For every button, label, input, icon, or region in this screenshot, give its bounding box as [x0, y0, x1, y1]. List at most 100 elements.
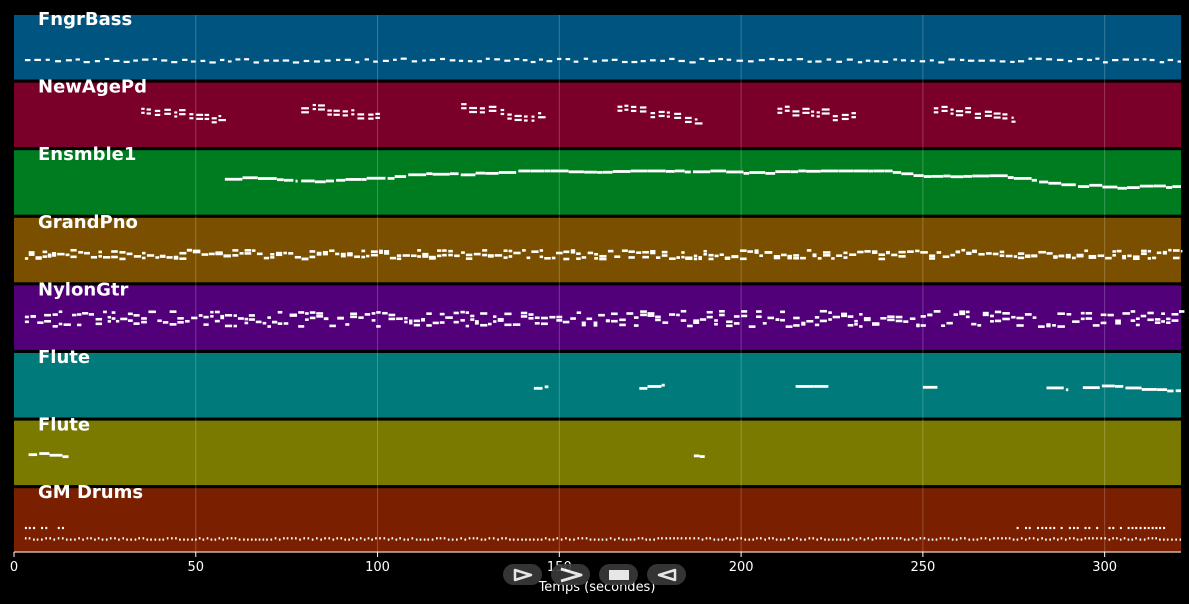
note — [972, 538, 975, 541]
note — [368, 117, 374, 120]
note — [754, 249, 759, 252]
note — [681, 255, 685, 259]
note — [388, 313, 396, 317]
note — [984, 537, 987, 540]
note — [282, 59, 290, 62]
note — [387, 538, 390, 541]
note — [177, 321, 184, 324]
note — [631, 60, 638, 64]
note — [859, 313, 863, 316]
note — [941, 324, 946, 328]
note — [601, 59, 608, 62]
note — [65, 59, 72, 62]
note — [847, 323, 854, 327]
note — [1065, 253, 1071, 257]
note — [361, 255, 366, 259]
note — [107, 315, 111, 319]
note — [699, 57, 705, 61]
note — [111, 311, 116, 314]
note — [1155, 537, 1157, 540]
note — [42, 255, 48, 258]
note — [780, 318, 785, 322]
note — [1024, 313, 1032, 316]
note — [777, 107, 783, 110]
note — [748, 325, 756, 328]
note — [685, 537, 687, 540]
note — [370, 253, 378, 257]
play-reverse-button[interactable] — [647, 564, 686, 585]
note — [421, 317, 425, 321]
note — [432, 172, 450, 176]
track-lane-7 — [14, 488, 1181, 553]
note — [512, 538, 515, 541]
forward-icon — [560, 567, 582, 582]
note — [95, 322, 103, 326]
note — [612, 170, 631, 173]
note — [787, 537, 790, 540]
note — [601, 538, 604, 541]
note — [977, 324, 982, 327]
note — [1088, 254, 1097, 258]
note — [325, 179, 334, 183]
note — [196, 113, 204, 116]
note — [396, 317, 403, 321]
note — [270, 253, 275, 256]
note — [946, 321, 953, 325]
note — [474, 320, 479, 323]
note — [1072, 256, 1076, 260]
note — [773, 256, 781, 260]
note — [77, 323, 82, 327]
note — [507, 113, 512, 116]
note — [551, 256, 556, 260]
note — [477, 60, 482, 63]
note — [1163, 526, 1166, 530]
note — [630, 109, 637, 113]
note — [1142, 58, 1147, 61]
note — [714, 319, 718, 322]
note — [243, 538, 245, 541]
fast-forward-button[interactable] — [551, 564, 590, 585]
note — [640, 60, 646, 63]
note — [573, 538, 575, 541]
note — [540, 322, 548, 326]
note — [309, 250, 316, 253]
note — [352, 537, 354, 540]
track-label-2: Ensmble1 — [38, 144, 136, 165]
note — [650, 112, 656, 115]
note — [617, 109, 623, 112]
note — [765, 171, 776, 175]
note — [340, 537, 343, 540]
note — [814, 385, 829, 388]
note — [986, 252, 992, 255]
note — [1065, 255, 1071, 259]
note — [70, 255, 77, 259]
note — [808, 537, 811, 540]
note — [1147, 526, 1150, 530]
note — [1011, 116, 1014, 119]
note — [823, 251, 831, 254]
note — [1012, 538, 1015, 541]
note — [680, 319, 687, 322]
note — [796, 537, 798, 540]
play-forward-button[interactable] — [503, 564, 542, 585]
note — [432, 321, 439, 325]
note — [472, 537, 475, 540]
note — [868, 169, 874, 173]
note — [675, 169, 685, 173]
note — [469, 110, 477, 114]
note — [769, 57, 775, 61]
note — [480, 538, 483, 541]
note — [1017, 256, 1025, 260]
stop-button[interactable] — [599, 564, 638, 585]
note — [479, 107, 485, 110]
note — [534, 322, 540, 325]
note — [689, 537, 691, 540]
note — [133, 255, 142, 258]
note — [544, 257, 551, 260]
note — [312, 107, 316, 111]
note — [556, 537, 559, 540]
note — [1177, 60, 1181, 63]
note — [109, 537, 112, 540]
note — [453, 311, 459, 315]
note — [366, 254, 370, 258]
